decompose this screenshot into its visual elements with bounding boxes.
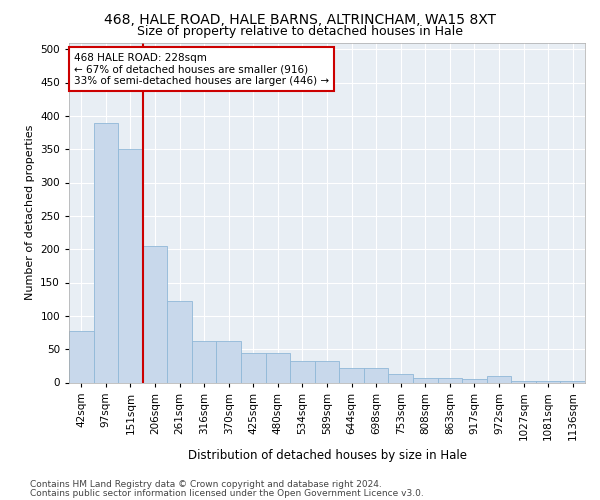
Bar — [560, 381, 585, 382]
Bar — [511, 380, 536, 382]
Y-axis label: Number of detached properties: Number of detached properties — [25, 125, 35, 300]
Bar — [217, 340, 241, 382]
Bar — [118, 149, 143, 382]
Bar — [364, 368, 388, 382]
Text: 468 HALE ROAD: 228sqm
← 67% of detached houses are smaller (916)
33% of semi-det: 468 HALE ROAD: 228sqm ← 67% of detached … — [74, 52, 329, 86]
Bar — [290, 361, 315, 382]
X-axis label: Distribution of detached houses by size in Hale: Distribution of detached houses by size … — [187, 448, 467, 462]
Bar — [266, 353, 290, 382]
Text: Contains public sector information licensed under the Open Government Licence v3: Contains public sector information licen… — [30, 489, 424, 498]
Bar — [192, 340, 217, 382]
Bar — [536, 381, 560, 382]
Bar — [94, 122, 118, 382]
Text: Size of property relative to detached houses in Hale: Size of property relative to detached ho… — [137, 25, 463, 38]
Text: 468, HALE ROAD, HALE BARNS, ALTRINCHAM, WA15 8XT: 468, HALE ROAD, HALE BARNS, ALTRINCHAM, … — [104, 12, 496, 26]
Bar — [241, 353, 266, 382]
Bar — [388, 374, 413, 382]
Bar — [69, 330, 94, 382]
Bar — [487, 376, 511, 382]
Bar — [462, 378, 487, 382]
Bar — [143, 246, 167, 382]
Bar — [339, 368, 364, 382]
Bar — [413, 378, 437, 382]
Bar — [315, 361, 339, 382]
Bar — [437, 378, 462, 382]
Bar — [167, 301, 192, 382]
Text: Contains HM Land Registry data © Crown copyright and database right 2024.: Contains HM Land Registry data © Crown c… — [30, 480, 382, 489]
